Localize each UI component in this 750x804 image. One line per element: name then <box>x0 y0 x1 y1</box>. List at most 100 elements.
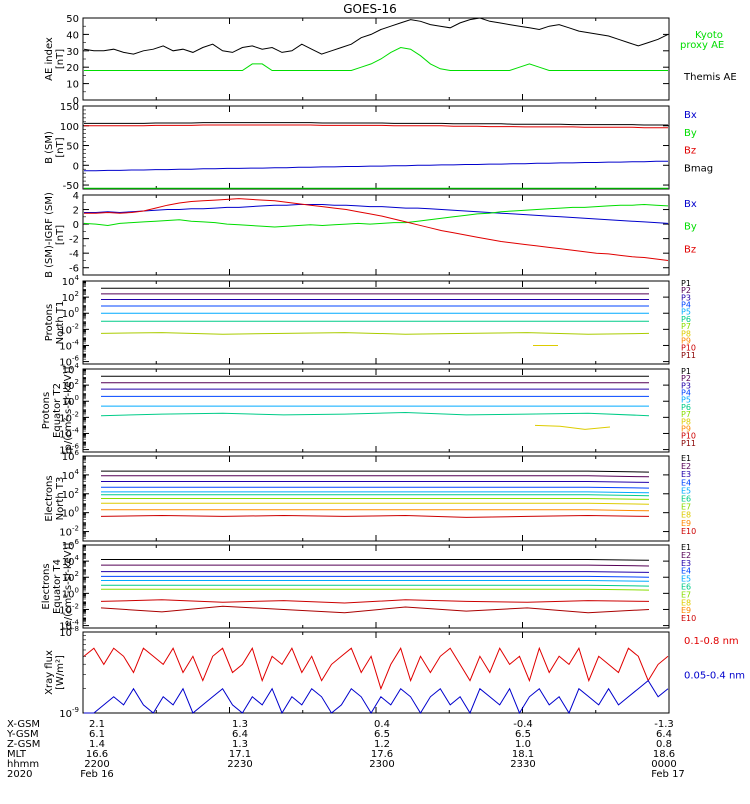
series-et3-E10 <box>100 514 650 518</box>
series-et3-E2 <box>101 475 650 478</box>
y-axis-label: [nT] <box>55 225 66 245</box>
series-et4-E5 <box>101 580 650 582</box>
legend-entry: proxy AE <box>680 40 724 51</box>
y-axis-label: [nT] <box>55 137 66 157</box>
series-et4-E1 <box>101 559 650 561</box>
series-et4-E9 <box>100 605 650 614</box>
legend-entry: P8 <box>681 329 691 338</box>
legend-entry: P8 <box>681 417 691 426</box>
legend-entry: E6 <box>681 495 691 504</box>
y-axis-label: Equator T4 <box>52 559 63 614</box>
y-axis-label: [nT] <box>55 49 66 69</box>
legend-entry: Kyoto <box>695 30 723 41</box>
y-tick-label: 50 <box>66 14 79 25</box>
ephemeris-value: -1.3 <box>654 719 674 730</box>
series-bsm-Bmag <box>84 122 668 126</box>
panel-frame <box>82 17 670 101</box>
y-axis-label: [W/m²] <box>55 655 66 690</box>
y-tick-label: 100 <box>60 122 79 133</box>
legend-entry: E2 <box>681 462 691 471</box>
y-axis-label: B (SM)-IGRF (SM) <box>44 192 55 278</box>
legend-entry: E7 <box>681 590 691 599</box>
panel-frame <box>82 368 670 453</box>
panel-bigrf: -6 -4 -2 0 2 4 B (SM)-IGRF (SM) [nT] Bx By Bz <box>44 191 697 278</box>
ephemeris-value: 0000 <box>651 759 676 770</box>
legend-entry: E9 <box>681 519 691 528</box>
series-bsm-Bx <box>84 160 668 172</box>
legend-entry: P2 <box>681 286 691 295</box>
y-tick-label: -4 <box>69 249 79 260</box>
ephemeris-value: 1.0 <box>515 739 531 750</box>
ephemeris-label: Z-GSM <box>7 739 40 750</box>
legend-entry: P7 <box>681 410 691 419</box>
y-axis-label: Protons <box>44 304 55 341</box>
series-et3-E7 <box>101 498 650 500</box>
legend-entry: P7 <box>681 322 691 331</box>
y-axis-label: Equator T2 <box>52 383 63 438</box>
legend-entry: P5 <box>681 308 691 317</box>
legend-entry: E5 <box>681 486 691 495</box>
y-axis-label: Protons <box>41 392 52 429</box>
y-tick-label: -2 <box>69 235 79 246</box>
series-bigrf-Bz <box>84 198 669 261</box>
legend-entry: P9 <box>681 336 691 345</box>
y-tick-label: 106 <box>62 449 80 463</box>
y-axis-label: B (SM) <box>44 131 55 164</box>
legend-entry: E4 <box>681 478 691 487</box>
y-axis-label: North T1 <box>55 301 66 345</box>
legend-entry: Bz <box>684 244 696 255</box>
y-axis-label: Electrons <box>41 563 52 609</box>
ephemeris-value: 6.1 <box>89 729 105 740</box>
ephemeris-value: 0.8 <box>656 739 672 750</box>
legend-entry: Bx <box>684 199 697 210</box>
ephemeris-value: 2.1 <box>89 719 105 730</box>
ephemeris-table: X-GSM 2.1 1.3 0.4 -0.4 -1.3 Y-GSM 6.1 6.4 6.5 6.5 6… <box>6 719 685 780</box>
y-tick-label: 0 <box>73 161 79 172</box>
legend-entry: E1 <box>681 454 691 463</box>
y-tick-label: 0 <box>73 96 79 107</box>
legend-entry: P3 <box>681 293 691 302</box>
ephemeris-value: 1.3 <box>232 719 248 730</box>
series-ae-Kyoto-proxy-AE <box>84 46 668 71</box>
year-label: 2020 <box>7 769 32 780</box>
legend-entry: By <box>684 128 697 139</box>
ephemeris-value: 0.4 <box>374 719 390 730</box>
ephemeris-value: 6.5 <box>374 729 390 740</box>
legend-entry: P4 <box>681 389 691 398</box>
legend-entry: E7 <box>681 503 691 512</box>
legend-entry: P9 <box>681 424 691 433</box>
y-axis-label: [p/(cm²-s-sr-keV)] <box>63 367 74 455</box>
ephemeris-value: 17.6 <box>371 749 393 760</box>
ephemeris-label: Y-GSM <box>6 729 39 740</box>
legend-entry: E9 <box>681 606 691 615</box>
series-et3-E8 <box>101 502 650 505</box>
end-date: Feb 17 <box>651 769 685 780</box>
legend-entry: E6 <box>681 583 691 592</box>
legend-entry: P6 <box>681 403 691 412</box>
series-xray-0-05-0-4-nm <box>84 679 669 715</box>
y-tick-label: 104 <box>62 274 80 288</box>
y-tick-label: 10-8 <box>59 625 79 639</box>
series-bsm-Bz <box>84 124 668 129</box>
y-tick-label: 10 <box>66 80 79 91</box>
series-ae-Themis-AE <box>83 17 669 55</box>
series-et3-E1 <box>101 470 650 473</box>
series-bigrf-By <box>83 203 669 228</box>
legend-entry: P3 <box>681 381 691 390</box>
series-bigrf-Bx <box>84 204 669 224</box>
ephemeris-label: hhmm <box>7 759 39 770</box>
y-tick-label: -50 <box>63 181 79 192</box>
ephemeris-value: 2230 <box>227 759 252 770</box>
legend-entry: Themis AE <box>683 72 737 83</box>
y-axis-label: North T3 <box>55 477 66 521</box>
ephemeris-value: 6.5 <box>515 729 531 740</box>
legend-entry: E8 <box>681 598 691 607</box>
ephemeris-label: MLT <box>7 749 27 760</box>
legend-entry: P10 <box>681 432 696 441</box>
y-axis-label: [e/(cm²-s-sr-keV)] <box>63 543 74 631</box>
ephemeris-value: 1.3 <box>232 739 248 750</box>
